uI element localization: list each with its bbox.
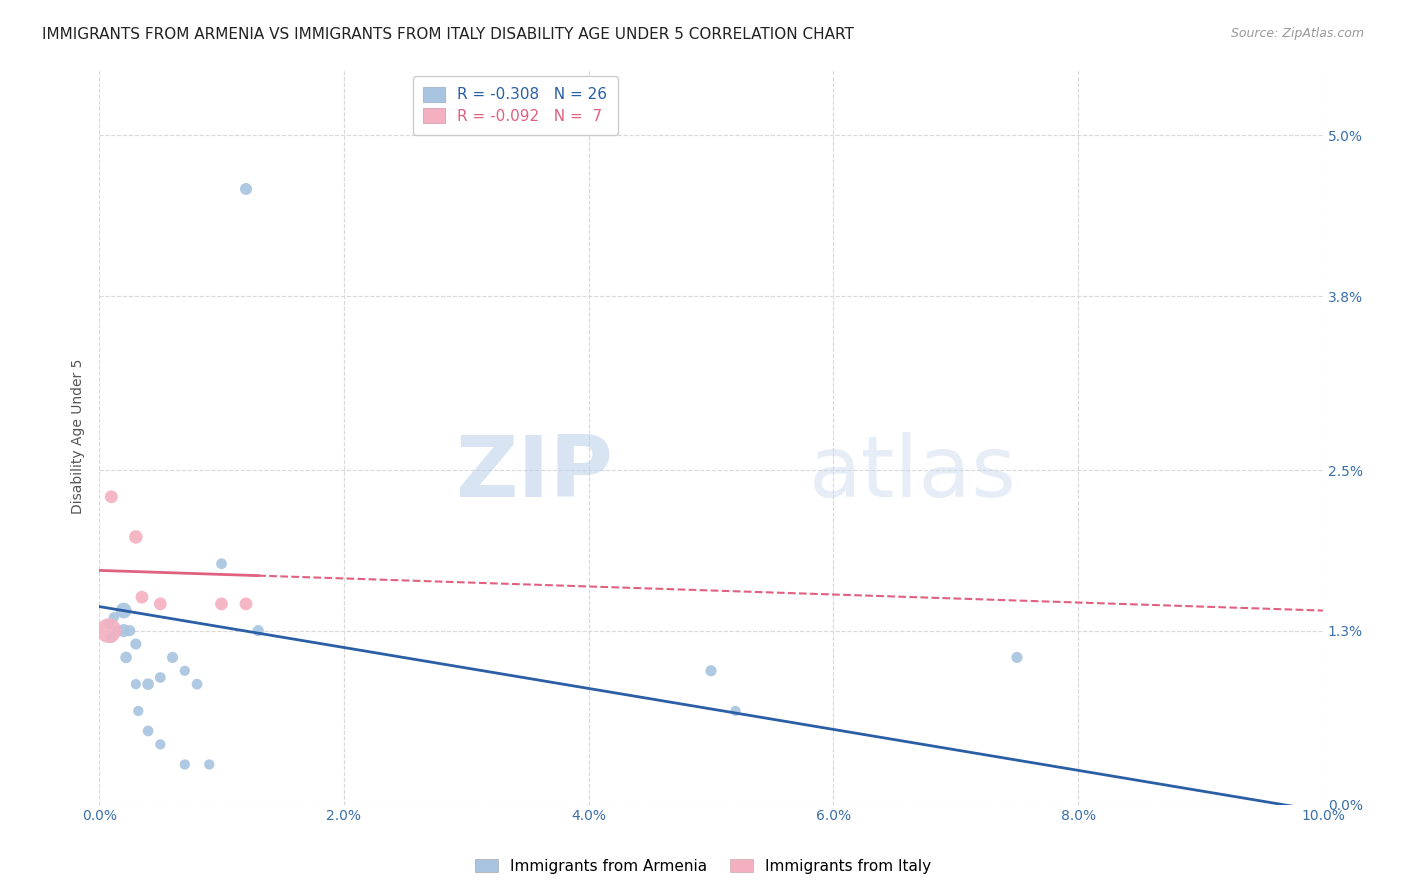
Point bbox=[136, 724, 159, 739]
Point bbox=[100, 630, 122, 644]
Y-axis label: Disability Age Under 5: Disability Age Under 5 bbox=[72, 359, 86, 515]
Point bbox=[186, 677, 208, 691]
Point bbox=[115, 650, 138, 665]
Point bbox=[724, 704, 747, 718]
Point bbox=[173, 757, 195, 772]
Point bbox=[125, 530, 148, 544]
Point bbox=[127, 704, 149, 718]
Point bbox=[103, 610, 125, 624]
Point bbox=[173, 664, 195, 678]
Legend: Immigrants from Armenia, Immigrants from Italy: Immigrants from Armenia, Immigrants from… bbox=[468, 853, 938, 880]
Point bbox=[125, 637, 148, 651]
Point bbox=[131, 590, 153, 604]
Text: atlas: atlas bbox=[808, 432, 1017, 515]
Point bbox=[1005, 650, 1028, 665]
Point bbox=[247, 624, 270, 638]
Point bbox=[149, 738, 172, 752]
Point bbox=[112, 603, 135, 617]
Point bbox=[235, 182, 257, 196]
Point bbox=[125, 677, 148, 691]
Point bbox=[97, 616, 120, 631]
Point bbox=[118, 624, 141, 638]
Text: ZIP: ZIP bbox=[456, 432, 613, 515]
Point bbox=[136, 677, 159, 691]
Text: Source: ZipAtlas.com: Source: ZipAtlas.com bbox=[1230, 27, 1364, 40]
Point bbox=[100, 490, 122, 504]
Point bbox=[112, 624, 135, 638]
Text: IMMIGRANTS FROM ARMENIA VS IMMIGRANTS FROM ITALY DISABILITY AGE UNDER 5 CORRELAT: IMMIGRANTS FROM ARMENIA VS IMMIGRANTS FR… bbox=[42, 27, 853, 42]
Point bbox=[235, 597, 257, 611]
Point bbox=[211, 597, 233, 611]
Point bbox=[198, 757, 221, 772]
Legend: R = -0.308   N = 26, R = -0.092   N =  7: R = -0.308 N = 26, R = -0.092 N = 7 bbox=[413, 76, 617, 135]
Point bbox=[97, 624, 120, 638]
Point bbox=[149, 671, 172, 685]
Point bbox=[162, 650, 184, 665]
Point bbox=[211, 557, 233, 571]
Point bbox=[149, 597, 172, 611]
Point bbox=[107, 624, 129, 638]
Point bbox=[700, 664, 723, 678]
